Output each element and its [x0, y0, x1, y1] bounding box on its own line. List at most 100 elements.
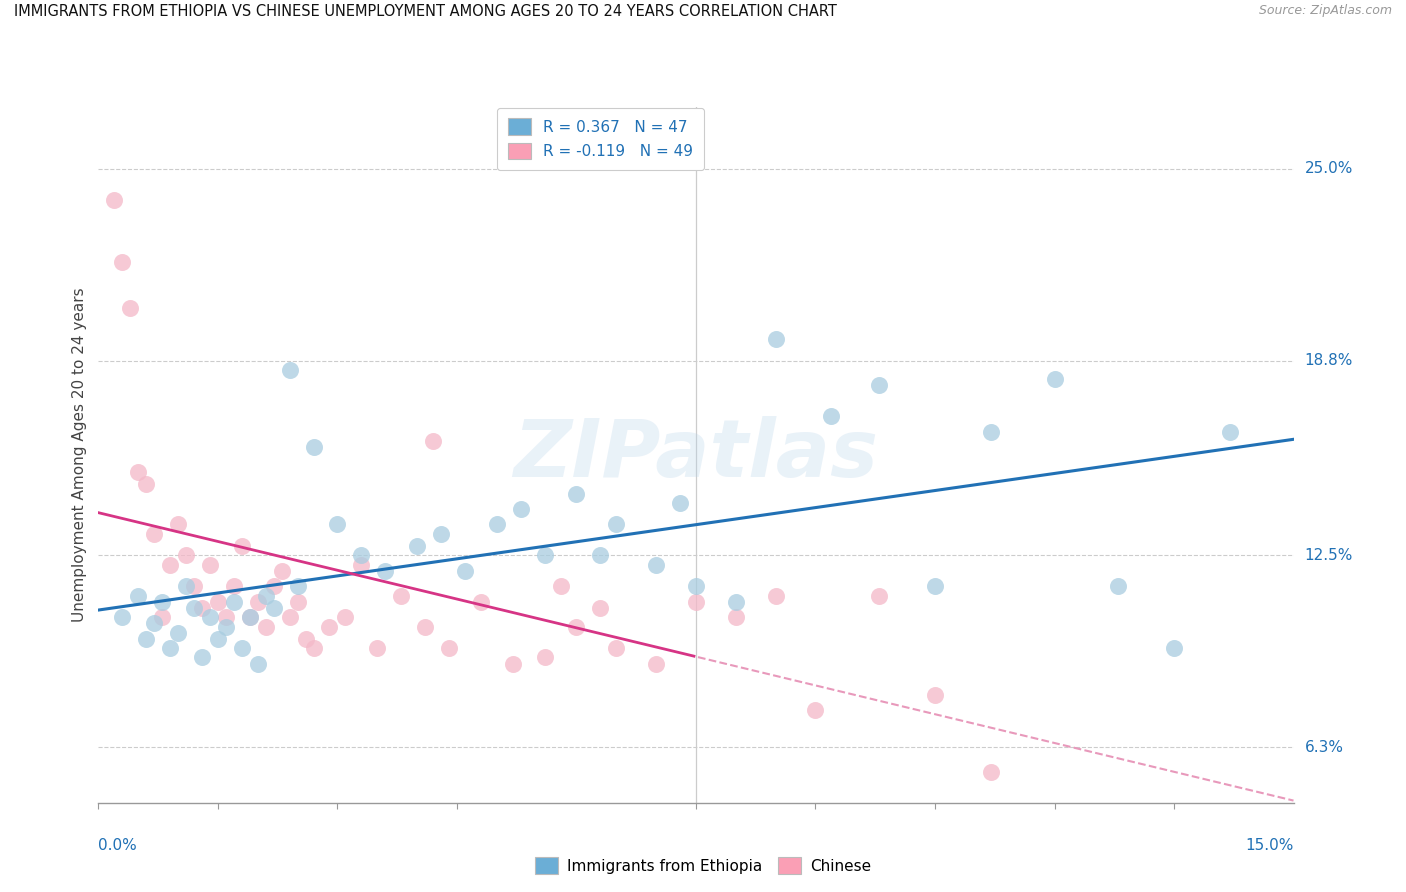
Point [765, 332, 787, 346]
Text: 12.5%: 12.5% [1305, 548, 1353, 563]
Point [150, 610, 173, 624]
Point [724, 595, 747, 609]
Point [239, 610, 262, 624]
Point [103, 193, 125, 207]
Point [406, 539, 429, 553]
Point [389, 589, 412, 603]
Point [120, 301, 142, 315]
Point [183, 601, 205, 615]
Point [215, 619, 238, 633]
Point [159, 558, 181, 572]
Point [350, 558, 373, 572]
Point [159, 641, 181, 656]
Point [222, 595, 245, 609]
Point [550, 579, 572, 593]
Point [294, 632, 316, 646]
Point [191, 650, 214, 665]
Point [502, 657, 524, 671]
Point [287, 579, 309, 593]
Point [1163, 641, 1185, 656]
Point [183, 579, 205, 593]
Point [820, 409, 842, 424]
Point [263, 601, 285, 615]
Text: 6.3%: 6.3% [1305, 739, 1344, 755]
Point [135, 477, 157, 491]
Point [509, 502, 531, 516]
Point [231, 539, 253, 553]
Point [437, 641, 460, 656]
Point [302, 641, 325, 656]
Point [239, 610, 262, 624]
Point [645, 558, 668, 572]
Y-axis label: Unemployment Among Ages 20 to 24 years: Unemployment Among Ages 20 to 24 years [72, 287, 87, 623]
Point [167, 625, 190, 640]
Point [685, 595, 707, 609]
Text: ZIPatlas: ZIPatlas [513, 416, 879, 494]
Point [222, 579, 245, 593]
Point [174, 579, 197, 593]
Point [215, 610, 238, 624]
Point [254, 619, 277, 633]
Text: IMMIGRANTS FROM ETHIOPIA VS CHINESE UNEMPLOYMENT AMONG AGES 20 TO 24 YEARS CORRE: IMMIGRANTS FROM ETHIOPIA VS CHINESE UNEM… [14, 4, 837, 20]
Point [350, 549, 373, 563]
Point [685, 579, 707, 593]
Point [302, 440, 325, 454]
Point [263, 579, 285, 593]
Point [565, 619, 588, 633]
Point [868, 589, 890, 603]
Point [605, 641, 627, 656]
Point [143, 616, 166, 631]
Legend: R = 0.367   N = 47, R = -0.119   N = 49: R = 0.367 N = 47, R = -0.119 N = 49 [498, 108, 703, 170]
Point [335, 610, 357, 624]
Point [198, 610, 221, 624]
Point [246, 595, 269, 609]
Point [111, 610, 134, 624]
Text: 15.0%: 15.0% [1246, 838, 1294, 853]
Point [868, 378, 890, 392]
Point [533, 650, 555, 665]
Point [924, 579, 946, 593]
Point [430, 526, 453, 541]
Point [589, 549, 612, 563]
Point [207, 595, 229, 609]
Point [287, 595, 309, 609]
Point [470, 595, 492, 609]
Point [533, 549, 555, 563]
Point [231, 641, 253, 656]
Text: 25.0%: 25.0% [1305, 161, 1353, 177]
Point [454, 564, 477, 578]
Text: Source: ZipAtlas.com: Source: ZipAtlas.com [1258, 4, 1392, 18]
Point [191, 601, 214, 615]
Point [924, 688, 946, 702]
Point [765, 589, 787, 603]
Point [422, 434, 444, 448]
Point [980, 764, 1002, 779]
Point [485, 517, 508, 532]
Point [278, 610, 301, 624]
Text: 0.0%: 0.0% [98, 838, 138, 853]
Point [318, 619, 340, 633]
Point [669, 496, 692, 510]
Point [111, 254, 134, 268]
Point [207, 632, 229, 646]
Point [374, 564, 396, 578]
Point [589, 601, 612, 615]
Text: 18.8%: 18.8% [1305, 353, 1353, 368]
Point [366, 641, 388, 656]
Point [605, 517, 627, 532]
Point [135, 632, 157, 646]
Point [1219, 425, 1241, 439]
Point [127, 465, 149, 479]
Point [143, 526, 166, 541]
Point [150, 595, 173, 609]
Point [980, 425, 1002, 439]
Point [1043, 372, 1066, 386]
Point [254, 589, 277, 603]
Point [804, 703, 827, 717]
Point [413, 619, 436, 633]
Point [127, 589, 149, 603]
Point [198, 558, 221, 572]
Point [724, 610, 747, 624]
Legend: Immigrants from Ethiopia, Chinese: Immigrants from Ethiopia, Chinese [529, 851, 877, 880]
Point [278, 363, 301, 377]
